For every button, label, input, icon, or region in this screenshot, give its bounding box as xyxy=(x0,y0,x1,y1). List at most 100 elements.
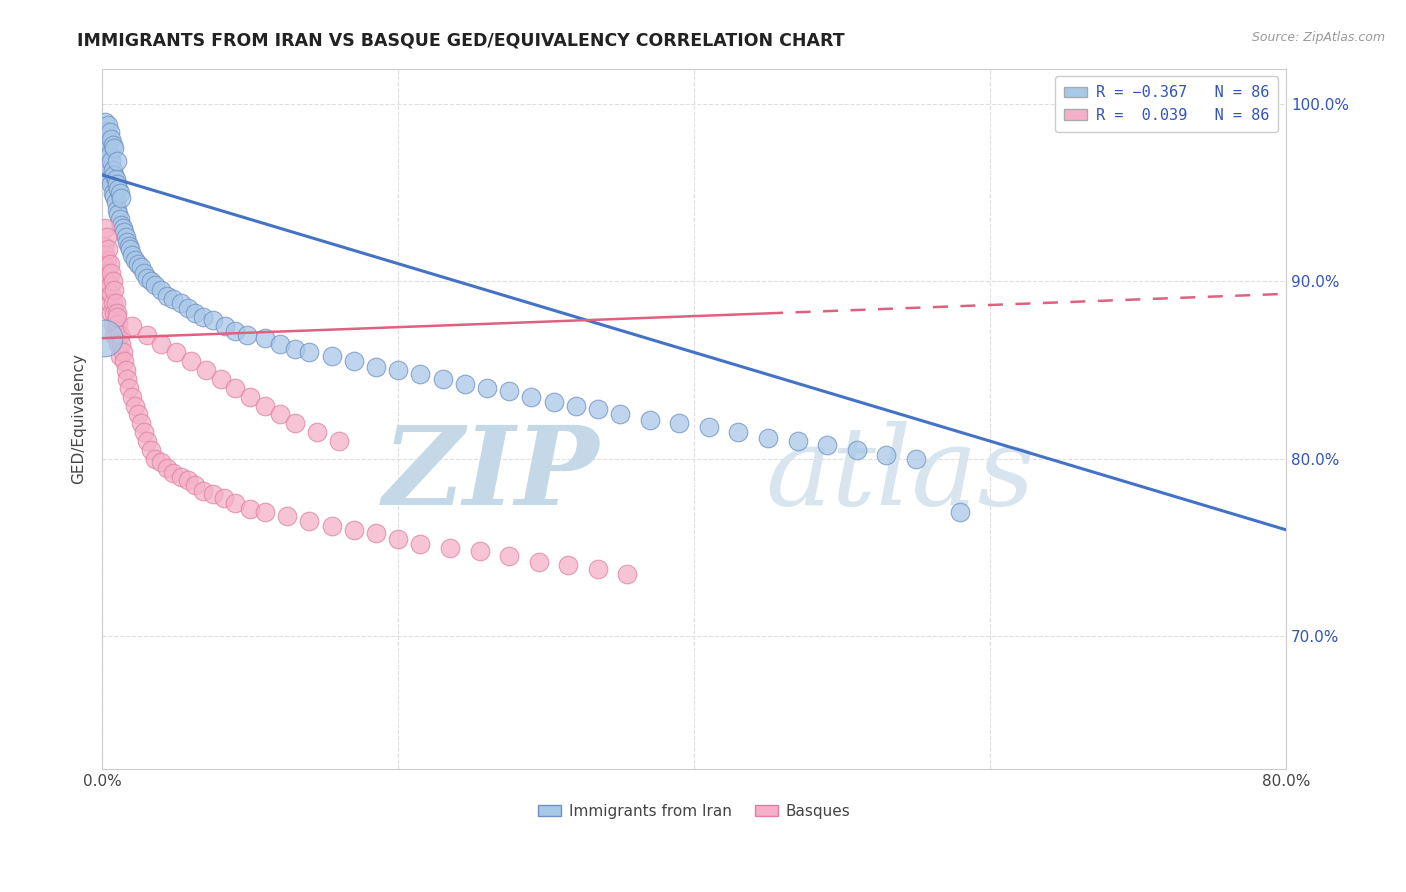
Point xyxy=(97,159,120,173)
Point xyxy=(108,212,131,227)
Point xyxy=(145,277,167,292)
Point xyxy=(100,286,122,301)
Point xyxy=(100,266,122,280)
Point xyxy=(107,207,129,221)
Point xyxy=(156,288,179,302)
Point xyxy=(98,295,121,310)
Point xyxy=(165,345,187,359)
Point xyxy=(129,417,152,431)
Point xyxy=(108,349,131,363)
Point xyxy=(105,306,128,320)
Point xyxy=(498,549,520,564)
Point xyxy=(117,235,139,250)
Point xyxy=(121,390,143,404)
Point xyxy=(387,363,409,377)
Point xyxy=(104,171,127,186)
Point xyxy=(194,363,217,377)
Point xyxy=(98,146,121,161)
Point xyxy=(132,266,155,280)
Point xyxy=(543,395,565,409)
Point xyxy=(94,266,117,280)
Point xyxy=(108,186,131,200)
Point xyxy=(127,257,149,271)
Point xyxy=(343,523,366,537)
Point xyxy=(96,141,118,155)
Point xyxy=(321,349,343,363)
Point xyxy=(110,191,132,205)
Point xyxy=(112,225,135,239)
Point xyxy=(103,189,125,203)
Point xyxy=(150,336,173,351)
Point xyxy=(162,466,184,480)
Point xyxy=(169,469,191,483)
Point xyxy=(169,295,191,310)
Point xyxy=(93,257,115,271)
Point xyxy=(145,451,167,466)
Point xyxy=(93,331,115,345)
Point xyxy=(520,390,543,404)
Point xyxy=(202,487,225,501)
Point xyxy=(111,221,134,235)
Point xyxy=(276,508,298,523)
Legend: Immigrants from Iran, Basques: Immigrants from Iran, Basques xyxy=(531,797,856,825)
Point xyxy=(129,260,152,275)
Point xyxy=(100,177,122,191)
Point xyxy=(107,182,129,196)
Point xyxy=(101,317,124,331)
Point xyxy=(668,417,690,431)
Point xyxy=(298,514,321,528)
Point xyxy=(638,413,661,427)
Point xyxy=(124,399,146,413)
Point xyxy=(100,306,122,320)
Point xyxy=(150,455,173,469)
Point xyxy=(108,327,131,342)
Point xyxy=(93,239,115,253)
Y-axis label: GED/Equivalency: GED/Equivalency xyxy=(72,353,86,484)
Point xyxy=(107,336,129,351)
Point xyxy=(115,230,138,244)
Point xyxy=(202,313,225,327)
Text: atlas: atlas xyxy=(765,421,1035,529)
Point xyxy=(269,408,291,422)
Point xyxy=(527,555,550,569)
Point xyxy=(97,136,120,150)
Point xyxy=(103,306,125,320)
Text: ZIP: ZIP xyxy=(382,421,599,529)
Point xyxy=(132,425,155,440)
Point xyxy=(135,434,157,448)
Point xyxy=(409,367,432,381)
Point xyxy=(150,283,173,297)
Point xyxy=(94,114,117,128)
Point xyxy=(298,345,321,359)
Point xyxy=(104,317,127,331)
Point xyxy=(104,295,127,310)
Point xyxy=(253,399,276,413)
Point xyxy=(127,408,149,422)
Point xyxy=(162,292,184,306)
Point xyxy=(564,399,586,413)
Point xyxy=(96,253,118,268)
Point xyxy=(454,377,477,392)
Point xyxy=(111,345,134,359)
Point xyxy=(409,537,432,551)
Point xyxy=(103,141,125,155)
Point xyxy=(875,448,897,462)
Point xyxy=(156,460,179,475)
Point xyxy=(214,318,236,333)
Point xyxy=(697,420,720,434)
Point xyxy=(239,390,262,404)
Text: IMMIGRANTS FROM IRAN VS BASQUE GED/EQUIVALENCY CORRELATION CHART: IMMIGRANTS FROM IRAN VS BASQUE GED/EQUIV… xyxy=(77,31,845,49)
Point xyxy=(184,478,207,492)
Point xyxy=(98,257,121,271)
Point xyxy=(93,150,115,164)
Point xyxy=(236,327,259,342)
Point xyxy=(139,442,162,457)
Point xyxy=(103,327,125,342)
Point xyxy=(284,417,307,431)
Point xyxy=(191,483,214,498)
Point xyxy=(586,562,609,576)
Point xyxy=(98,277,121,292)
Point xyxy=(104,194,127,209)
Point xyxy=(121,248,143,262)
Point xyxy=(364,359,387,374)
